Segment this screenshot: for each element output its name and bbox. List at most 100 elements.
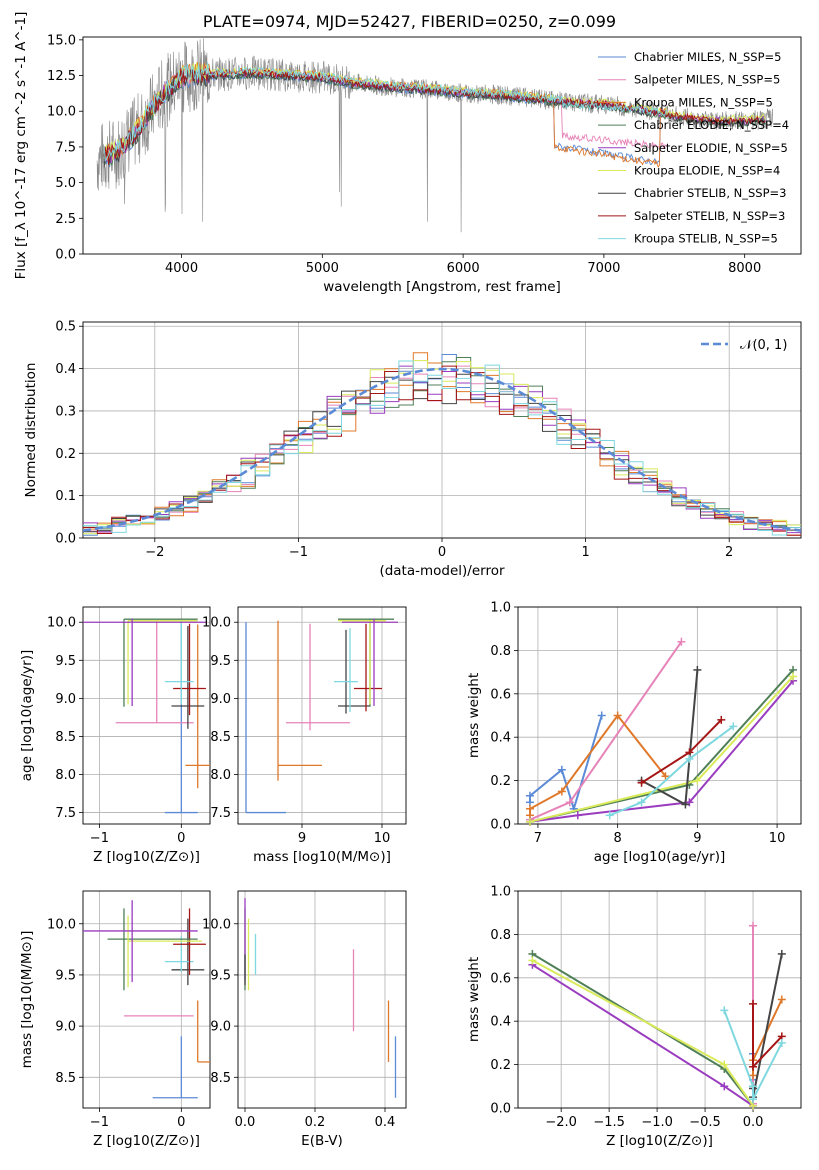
axis-label-y: mass [log10(M/M⊙)] — [19, 931, 35, 1069]
weight-line — [529, 680, 794, 823]
axis-label-x: wavelength [Angstrom, rest frame] — [323, 279, 561, 295]
axes-frame — [82, 321, 802, 539]
weight-line — [531, 963, 754, 1107]
tick-label-x: 4000 — [165, 261, 198, 276]
tick-label-x: −2.0 — [545, 1115, 577, 1130]
weight-line — [723, 1010, 783, 1100]
tick-label-y: 1.0 — [490, 885, 511, 900]
tick-label-x: 0 — [438, 545, 446, 560]
tick-label-y: 0.5 — [55, 320, 76, 335]
tick-label-x: 5000 — [306, 261, 339, 276]
tick-label-y: 7.5 — [55, 806, 76, 821]
tick-label-y: 0.1 — [55, 489, 76, 504]
axis-label-y: mass weight — [466, 673, 482, 758]
weight-line — [529, 715, 603, 813]
model-spectrum — [103, 62, 668, 162]
legend-label: Chabrier ELODIE, N_SSP=4 — [634, 118, 789, 132]
tick-label-y: 0.4 — [490, 1015, 511, 1030]
legend-label: 𝒩(0, 1) — [740, 338, 787, 353]
axis-label-x: Z [log10(Z/Z⊙)] — [93, 1133, 200, 1149]
tick-label-x: −1 — [90, 1115, 109, 1130]
tick-label-x: −1 — [90, 831, 109, 846]
tick-label-x: 8 — [614, 831, 622, 846]
tick-label-x: −1.0 — [641, 1115, 673, 1130]
tick-label-x: 0.4 — [375, 1115, 396, 1130]
tick-label-y: 0.4 — [490, 731, 511, 746]
axes-frame — [517, 890, 802, 1109]
weight-line — [752, 953, 783, 1098]
weight-line — [752, 999, 783, 1076]
tick-label-y: 8.5 — [210, 730, 231, 745]
tick-label-y: 9.0 — [210, 1020, 231, 1035]
tick-label-y: 0.3 — [55, 404, 76, 419]
tick-label-x: −0.5 — [689, 1115, 721, 1130]
axis-label-x: age [log10(age/yr)] — [594, 849, 726, 865]
figure-title: PLATE=0974, MJD=52427, FIBERID=0250, z=0… — [202, 12, 617, 31]
tick-label-x: 8000 — [728, 261, 761, 276]
tick-label-x: 0.2 — [305, 1115, 326, 1130]
axis-label-x: Z [log10(Z/Z⊙)] — [93, 849, 200, 865]
axis-label-x: E(B-V) — [301, 1133, 343, 1149]
axis-label-y: Normed distribution — [23, 363, 39, 498]
axes-frame — [237, 890, 407, 1109]
tick-label-x: 2 — [725, 545, 733, 560]
residual-histogram — [83, 360, 801, 536]
tick-label-y: 0.6 — [490, 971, 511, 986]
tick-label-x: 7 — [534, 831, 542, 846]
tick-label-x: 9 — [693, 831, 701, 846]
tick-label-x: 0 — [177, 831, 185, 846]
legend-label: Salpeter MILES, N_SSP=5 — [634, 73, 780, 87]
tick-label-x: 7000 — [587, 261, 620, 276]
weight-line — [609, 725, 734, 817]
legend-label: Kroupa MILES, N_SSP=5 — [634, 95, 773, 109]
tick-label-y: 8.0 — [55, 768, 76, 783]
tick-label-y: 0.6 — [490, 687, 511, 702]
tick-label-x: 0.0 — [235, 1115, 256, 1130]
tick-label-x: 0 — [177, 1115, 185, 1130]
tick-label-y: 8.5 — [210, 1071, 231, 1086]
axis-label-y: Flux [f_λ 10^-17 erg cm^-2 s^-1 A^-1] — [13, 12, 29, 280]
legend-label: Chabrier MILES, N_SSP=5 — [634, 50, 781, 64]
tick-label-y: 8.5 — [55, 730, 76, 745]
tick-label-x: 10 — [374, 831, 391, 846]
tick-label-y: 9.0 — [55, 1020, 76, 1035]
axis-label-x: mass [log10(M/M⊙)] — [253, 849, 391, 865]
tick-label-y: 9.5 — [210, 968, 231, 983]
axis-label-y: mass weight — [466, 957, 482, 1042]
tick-label-y: 8.5 — [55, 1071, 76, 1086]
tick-label-y: 9.5 — [55, 654, 76, 669]
weight-line — [641, 719, 723, 784]
tick-label-y: 12.5 — [47, 69, 76, 84]
axes-frame — [237, 606, 407, 825]
legend-label: Salpeter STELIB, N_SSP=3 — [634, 209, 785, 223]
tick-label-y: 10.0 — [47, 105, 76, 120]
legend-label: Salpeter ELODIE, N_SSP=5 — [634, 141, 788, 155]
tick-label-y: 9.0 — [55, 692, 76, 707]
tick-label-y: 7.5 — [55, 140, 76, 155]
tick-label-y: 9.5 — [55, 968, 76, 983]
axes-frame — [82, 36, 802, 255]
tick-label-y: 10.0 — [202, 616, 231, 631]
tick-label-y: 2.5 — [55, 212, 76, 227]
tick-label-y: 7.5 — [210, 806, 231, 821]
tick-label-y: 0.2 — [490, 774, 511, 789]
tick-label-y: 9.0 — [210, 692, 231, 707]
model-spectrum — [103, 62, 668, 168]
axis-label-x: (data-model)/error — [379, 563, 505, 579]
tick-label-y: 10.0 — [47, 917, 76, 932]
tick-label-y: 0.8 — [490, 644, 511, 659]
tick-label-y: 0.0 — [55, 248, 76, 263]
tick-label-y: 0.8 — [490, 928, 511, 943]
weight-line — [752, 1003, 783, 1070]
tick-label-y: 8.0 — [210, 768, 231, 783]
axes-frame — [517, 606, 802, 825]
tick-label-x: 9 — [298, 831, 306, 846]
tick-label-y: 0.2 — [490, 1058, 511, 1073]
axes-frame — [82, 606, 211, 825]
tick-label-y: 9.5 — [210, 654, 231, 669]
tick-label-x: −1.5 — [593, 1115, 625, 1130]
tick-label-y: 0.0 — [55, 532, 76, 547]
tick-label-x: 10 — [769, 831, 786, 846]
